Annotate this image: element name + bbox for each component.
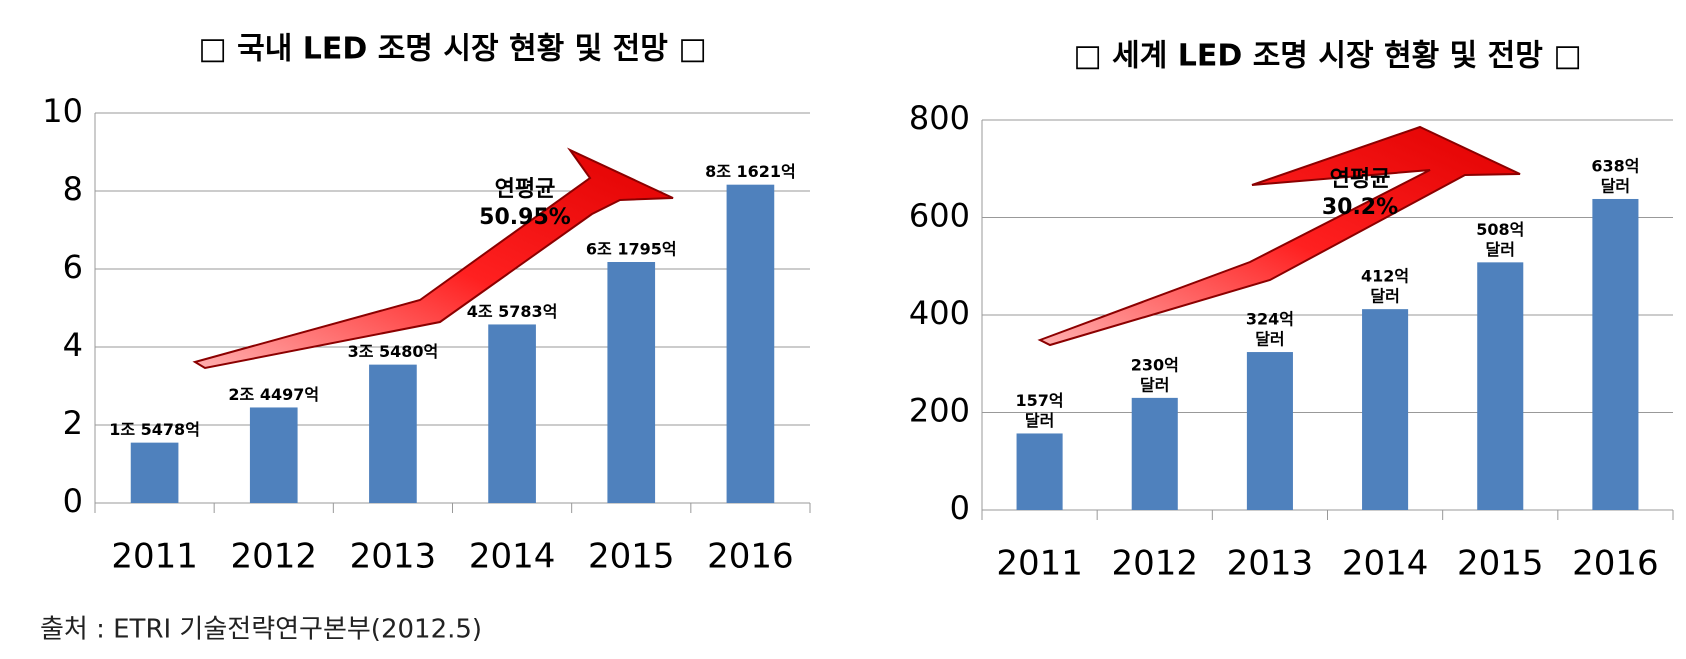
y-tick-label: 0 xyxy=(63,482,83,520)
growth-arrow xyxy=(1037,125,1521,347)
annotation: 50.95% xyxy=(479,205,571,230)
bar xyxy=(726,184,775,503)
value-label: 8조 1621억 xyxy=(705,162,796,181)
value-label: 4조 5783억 xyxy=(467,302,558,321)
annotation: 연평균 xyxy=(495,177,556,202)
y-tick-label: 600 xyxy=(909,197,970,235)
value-label: 달러 xyxy=(1486,240,1515,259)
x-tick-label: 2016 xyxy=(1572,544,1659,584)
value-label: 324억 xyxy=(1246,310,1294,329)
bar xyxy=(1362,309,1409,510)
value-label: 3조 5480억 xyxy=(348,342,439,361)
value-label: 157억 xyxy=(1016,391,1064,410)
bar xyxy=(1246,352,1293,510)
value-label: 1조 5478억 xyxy=(109,420,200,439)
value-label: 달러 xyxy=(1255,330,1284,349)
y-tick-label: 200 xyxy=(909,392,970,430)
y-tick-label: 400 xyxy=(909,294,970,332)
value-label: 달러 xyxy=(1601,176,1630,195)
y-tick-label: 800 xyxy=(909,99,970,137)
x-tick-label: 2015 xyxy=(588,537,675,577)
bar xyxy=(488,324,536,503)
growth-arrow xyxy=(192,147,674,370)
annotation: 30.2% xyxy=(1322,195,1398,220)
source-note: 출처 : ETRI 기술전략연구본부(2012.5) xyxy=(40,615,482,645)
value-label: 508억 xyxy=(1476,220,1524,239)
bar xyxy=(1016,433,1063,510)
x-tick-label: 2011 xyxy=(996,544,1083,584)
bar xyxy=(1131,397,1178,510)
x-tick-label: 2013 xyxy=(350,537,437,577)
x-tick-label: 2014 xyxy=(1342,544,1429,584)
annotation: 연평균 xyxy=(1330,167,1391,192)
y-tick-label: 8 xyxy=(63,170,83,208)
value-label: 638억 xyxy=(1591,156,1639,175)
y-tick-label: 0 xyxy=(950,489,970,527)
x-tick-label: 2011 xyxy=(111,537,198,577)
y-tick-label: 4 xyxy=(63,326,83,364)
bar xyxy=(130,442,179,503)
y-tick-label: 6 xyxy=(63,248,83,286)
chart-title: □ 국내 LED 조명 시장 현황 및 전망 □ xyxy=(198,32,706,67)
y-tick-label: 2 xyxy=(63,404,83,442)
value-label: 230억 xyxy=(1131,355,1179,374)
value-label: 달러 xyxy=(1370,287,1399,306)
x-tick-label: 2012 xyxy=(230,537,317,577)
value-label: 달러 xyxy=(1025,411,1054,430)
bar xyxy=(249,407,298,503)
value-label: 달러 xyxy=(1140,375,1169,394)
x-tick-label: 2013 xyxy=(1227,544,1314,584)
y-tick-label: 10 xyxy=(42,92,83,130)
bar xyxy=(369,364,417,503)
x-tick-label: 2015 xyxy=(1457,544,1544,584)
value-label: 412억 xyxy=(1361,267,1409,286)
bar xyxy=(607,261,656,503)
value-label: 2조 4497억 xyxy=(228,385,319,404)
value-label: 6조 1795억 xyxy=(586,239,677,258)
chart-title: □ 세계 LED 조명 시장 현황 및 전망 □ xyxy=(1073,39,1581,74)
x-tick-label: 2016 xyxy=(707,537,794,577)
x-tick-label: 2012 xyxy=(1111,544,1198,584)
x-tick-label: 2014 xyxy=(469,537,556,577)
bar xyxy=(1477,262,1524,510)
bar xyxy=(1592,198,1639,510)
